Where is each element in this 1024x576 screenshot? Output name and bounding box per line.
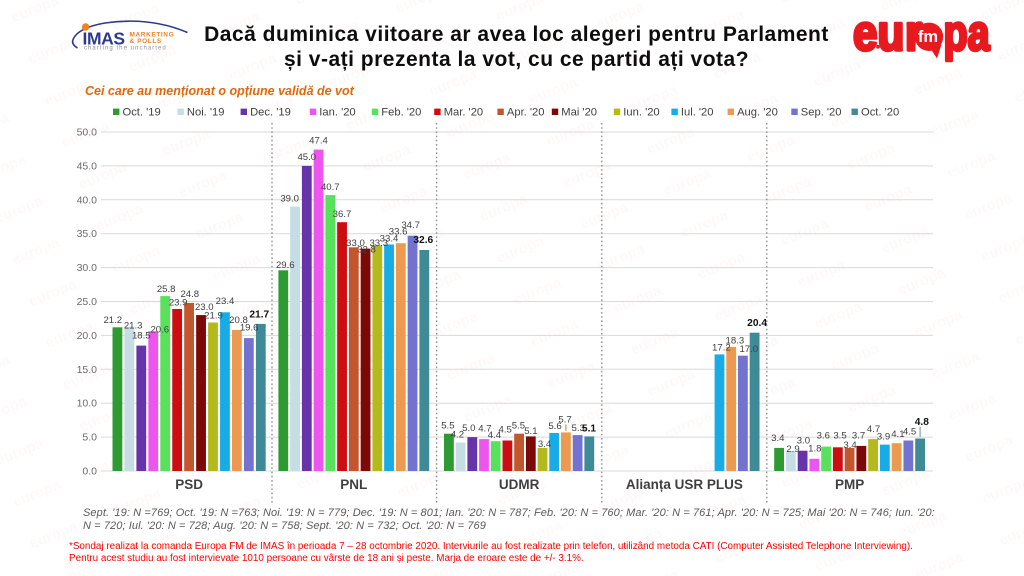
svg-text:fm: fm: [918, 28, 938, 46]
svg-text:Ian. '20: Ian. '20: [319, 106, 355, 118]
svg-text:33.6: 33.6: [389, 226, 408, 237]
svg-text:PNL: PNL: [340, 477, 367, 492]
svg-text:21.7: 21.7: [249, 309, 269, 320]
svg-text:10.0: 10.0: [77, 398, 98, 410]
svg-text:Mar. '20: Mar. '20: [444, 106, 483, 118]
svg-text:34.7: 34.7: [401, 220, 420, 231]
svg-text:5.0: 5.0: [82, 432, 97, 444]
svg-text:3.5: 3.5: [833, 431, 846, 442]
svg-text:18.5: 18.5: [132, 331, 151, 342]
svg-text:20.4: 20.4: [747, 318, 767, 329]
svg-text:4.7: 4.7: [867, 424, 880, 435]
svg-text:36.7: 36.7: [333, 209, 352, 220]
svg-text:32.6: 32.6: [413, 235, 433, 246]
svg-text:4.5: 4.5: [499, 424, 512, 435]
svg-text:Aug. '20: Aug. '20: [737, 106, 778, 118]
svg-text:Mai '20: Mai '20: [561, 106, 597, 118]
svg-text:4.2: 4.2: [451, 429, 464, 440]
svg-text:5.5: 5.5: [441, 420, 454, 431]
svg-text:5.6: 5.6: [548, 421, 561, 432]
svg-text:20.6: 20.6: [150, 324, 169, 335]
svg-text:eu: eu: [853, 4, 904, 60]
svg-text:32.8: 32.8: [357, 244, 376, 255]
svg-text:30.0: 30.0: [77, 262, 98, 274]
svg-text:23.4: 23.4: [216, 296, 235, 307]
svg-text:20.8: 20.8: [229, 315, 248, 326]
svg-text:18.3: 18.3: [726, 336, 745, 347]
svg-text:5.7: 5.7: [558, 415, 571, 426]
svg-text:5.1: 5.1: [582, 424, 596, 435]
svg-text:4.8: 4.8: [915, 417, 929, 428]
svg-text:21.3: 21.3: [124, 321, 143, 332]
svg-text:2.9: 2.9: [786, 444, 799, 455]
svg-text:25.8: 25.8: [157, 284, 176, 295]
svg-text:3.7: 3.7: [852, 431, 865, 442]
svg-text:19.6: 19.6: [240, 322, 259, 333]
svg-text:17.0: 17.0: [739, 344, 758, 355]
svg-text:5.0: 5.0: [462, 423, 475, 434]
svg-text:Noi. '19: Noi. '19: [187, 106, 225, 118]
svg-text:5.1: 5.1: [524, 426, 537, 437]
svg-text:25.0: 25.0: [77, 296, 98, 308]
svg-text:Oct. '19: Oct. '19: [123, 106, 161, 118]
svg-text:1.8: 1.8: [808, 443, 821, 454]
svg-text:IMAS: IMAS: [83, 29, 125, 49]
svg-text:r: r: [905, 4, 922, 60]
svg-text:33.0: 33.0: [346, 238, 365, 249]
svg-text:Iun. '20: Iun. '20: [623, 106, 659, 118]
svg-text:29.6: 29.6: [276, 260, 295, 271]
svg-text:45.0: 45.0: [77, 160, 98, 172]
svg-text:Oct. '20: Oct. '20: [861, 106, 899, 118]
svg-text:charting the uncharted: charting the uncharted: [84, 46, 167, 52]
svg-text:35.0: 35.0: [77, 228, 98, 240]
svg-text:Iul. '20: Iul. '20: [681, 106, 714, 118]
svg-text:4.1: 4.1: [891, 429, 904, 440]
svg-text:5.5: 5.5: [512, 420, 525, 431]
svg-text:pa: pa: [944, 5, 991, 62]
svg-text:33.4: 33.4: [380, 234, 399, 245]
svg-text:15.0: 15.0: [77, 364, 98, 376]
svg-text:21.9: 21.9: [204, 310, 223, 321]
svg-text:39.0: 39.0: [280, 194, 299, 205]
svg-text:47.4: 47.4: [309, 135, 328, 146]
svg-text:33.3: 33.3: [369, 238, 388, 249]
svg-text:50.0: 50.0: [77, 127, 98, 139]
svg-text:20.0: 20.0: [77, 330, 98, 342]
svg-text:40.7: 40.7: [321, 182, 340, 193]
svg-text:MARKETING: MARKETING: [130, 32, 175, 39]
svg-text:3.4: 3.4: [538, 439, 552, 450]
svg-text:23.9: 23.9: [169, 297, 188, 308]
svg-text:4.7: 4.7: [478, 424, 491, 435]
svg-text:UDMR: UDMR: [499, 477, 540, 492]
svg-text:3.0: 3.0: [797, 435, 810, 446]
svg-text:21.2: 21.2: [103, 315, 122, 326]
svg-text:0.0: 0.0: [82, 466, 97, 478]
svg-text:Apr. '20: Apr. '20: [507, 106, 545, 118]
svg-text:45.0: 45.0: [297, 152, 316, 163]
svg-text:Sep. '20: Sep. '20: [801, 106, 842, 118]
svg-text:4.5: 4.5: [903, 427, 916, 438]
svg-text:3.6: 3.6: [817, 431, 830, 442]
svg-text:PSD: PSD: [175, 477, 203, 492]
svg-text:23.0: 23.0: [195, 302, 214, 313]
svg-text:4.4: 4.4: [488, 430, 502, 441]
svg-text:PMP: PMP: [835, 477, 864, 492]
svg-text:Alianța USR PLUS: Alianța USR PLUS: [626, 477, 743, 492]
svg-text:Feb. '20: Feb. '20: [381, 106, 421, 118]
svg-text:40.0: 40.0: [77, 194, 98, 206]
svg-text:24.8: 24.8: [180, 289, 199, 300]
svg-text:& POLLS: & POLLS: [130, 38, 162, 45]
svg-text:17.2: 17.2: [712, 343, 731, 354]
svg-text:3.9: 3.9: [877, 431, 890, 442]
svg-text:3.4: 3.4: [843, 440, 857, 451]
svg-text:5.3: 5.3: [572, 423, 585, 434]
svg-text:Dec. '19: Dec. '19: [250, 106, 291, 118]
svg-text:3.4: 3.4: [771, 433, 785, 444]
